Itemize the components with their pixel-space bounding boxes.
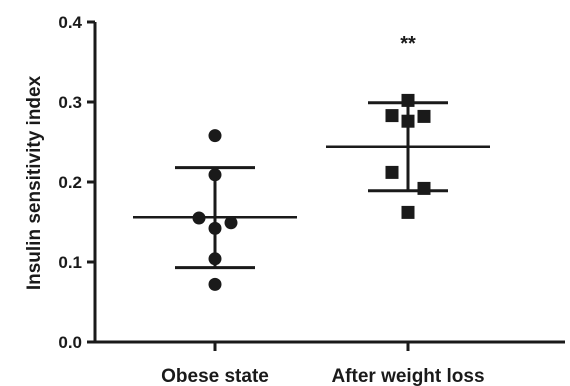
- data-point-circle: [208, 168, 222, 182]
- y-tick-label: 0.0: [58, 333, 82, 352]
- chart-marks: **: [133, 33, 490, 291]
- data-point-square: [417, 109, 431, 123]
- data-point-circle: [208, 129, 222, 143]
- data-point-square: [385, 165, 399, 179]
- axes: 0.0 0.1 0.2 0.3 0.4 Obese state After weight l…: [58, 13, 565, 386]
- x-tick-label: After weight loss: [331, 366, 484, 386]
- x-tick-label: Obese state: [161, 366, 269, 386]
- data-point-circle: [224, 216, 238, 230]
- data-point-square: [417, 181, 431, 195]
- y-axis-title: Insulin sensitivity index: [24, 75, 45, 290]
- data-point-circle: [192, 211, 206, 225]
- data-point-square: [385, 109, 399, 123]
- data-point-circle: [208, 252, 222, 266]
- y-tick-label: 0.1: [58, 253, 82, 272]
- y-tick-label: 0.4: [58, 13, 82, 32]
- y-tick-label: 0.3: [58, 93, 82, 112]
- data-point-circle: [208, 221, 222, 235]
- data-point-square: [401, 114, 415, 128]
- data-point-square: [401, 93, 415, 107]
- data-point-square: [401, 205, 415, 219]
- y-tick-label: 0.2: [58, 173, 82, 192]
- significance-annotation: **: [400, 33, 416, 55]
- data-point-circle: [208, 277, 222, 291]
